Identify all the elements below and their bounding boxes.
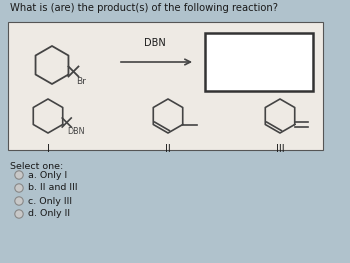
Text: II: II	[165, 144, 171, 154]
Bar	[8, 22, 323, 150]
Bar	[205, 33, 313, 91]
Text: c. Only III: c. Only III	[28, 196, 72, 205]
Text: DBN: DBN	[144, 38, 166, 48]
Text: d. Only II: d. Only II	[28, 210, 70, 219]
Circle shape	[15, 210, 23, 218]
Text: b. II and III: b. II and III	[28, 184, 78, 193]
Text: III: III	[276, 144, 284, 154]
Text: What is (are) the product(s) of the following reaction?: What is (are) the product(s) of the foll…	[10, 3, 278, 13]
Text: a. Only I: a. Only I	[28, 170, 67, 180]
Text: I: I	[47, 144, 49, 154]
Text: DBN: DBN	[68, 127, 85, 135]
Circle shape	[15, 197, 23, 205]
Circle shape	[15, 171, 23, 179]
Circle shape	[15, 184, 23, 192]
Text: Select one:: Select one:	[10, 162, 63, 171]
Text: Br: Br	[76, 78, 86, 87]
